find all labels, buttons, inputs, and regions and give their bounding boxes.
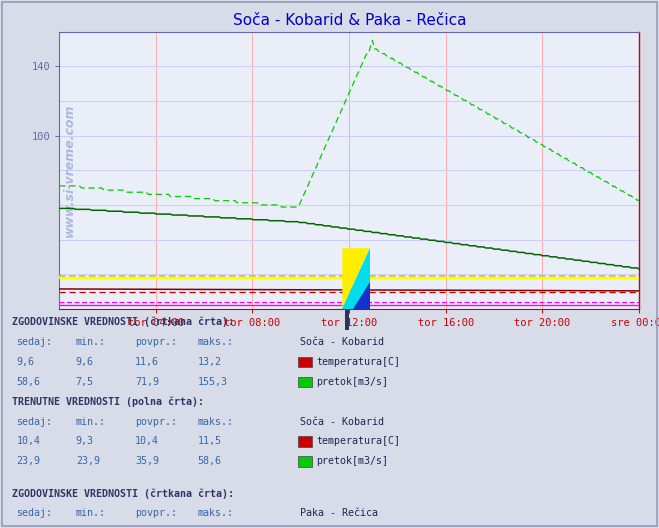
Title: Soča - Kobarid & Paka - Rečica: Soča - Kobarid & Paka - Rečica [233,13,466,28]
Text: maks.:: maks.: [198,508,234,518]
Text: Soča - Kobarid: Soča - Kobarid [300,417,384,427]
Text: ZGODOVINSKE VREDNOSTI (črtkana črta):: ZGODOVINSKE VREDNOSTI (črtkana črta): [12,317,234,327]
Text: 10,4: 10,4 [135,437,159,447]
Text: 58,6: 58,6 [198,456,221,466]
Bar [298,357,312,367]
Bar [345,309,349,329]
Text: 13,2: 13,2 [198,357,221,367]
Text: 9,6: 9,6 [76,357,94,367]
Bar [298,437,312,447]
Text: maks.:: maks.: [198,417,234,427]
Polygon shape [353,281,370,309]
Text: povpr.:: povpr.: [135,508,177,518]
Text: min.:: min.: [76,508,106,518]
Text: TRENUTNE VREDNOSTI (polna črta):: TRENUTNE VREDNOSTI (polna črta): [12,397,204,407]
Text: maks.:: maks.: [198,337,234,347]
Text: Soča - Kobarid: Soča - Kobarid [300,337,384,347]
Text: min.:: min.: [76,417,106,427]
Text: 10,4: 10,4 [16,437,40,447]
Text: 9,6: 9,6 [16,357,34,367]
Text: pretok[m3/s]: pretok[m3/s] [316,456,388,466]
Text: 11,6: 11,6 [135,357,159,367]
Text: 71,9: 71,9 [135,376,159,386]
Text: sedaj:: sedaj: [16,417,53,427]
Text: temperatura[C]: temperatura[C] [316,437,400,447]
Bar [298,376,312,387]
Text: 11,5: 11,5 [198,437,221,447]
Text: www.si-vreme.com: www.si-vreme.com [63,103,76,237]
Text: povpr.:: povpr.: [135,337,177,347]
Text: ZGODOVINSKE VREDNOSTI (črtkana črta):: ZGODOVINSKE VREDNOSTI (črtkana črta): [12,488,234,499]
Text: 58,6: 58,6 [16,376,40,386]
Text: 155,3: 155,3 [198,376,228,386]
Text: temperatura[C]: temperatura[C] [316,357,400,367]
Text: povpr.:: povpr.: [135,417,177,427]
Text: min.:: min.: [76,337,106,347]
Text: sedaj:: sedaj: [16,337,53,347]
Text: pretok[m3/s]: pretok[m3/s] [316,376,388,386]
Text: Paka - Rečica: Paka - Rečica [300,508,378,518]
Text: 7,5: 7,5 [76,376,94,386]
Text: 23,9: 23,9 [76,456,100,466]
Polygon shape [342,248,370,309]
Text: sedaj:: sedaj: [16,508,53,518]
Text: 23,9: 23,9 [16,456,40,466]
Bar [298,456,312,467]
Text: 9,3: 9,3 [76,437,94,447]
Text: 35,9: 35,9 [135,456,159,466]
Polygon shape [342,248,370,309]
